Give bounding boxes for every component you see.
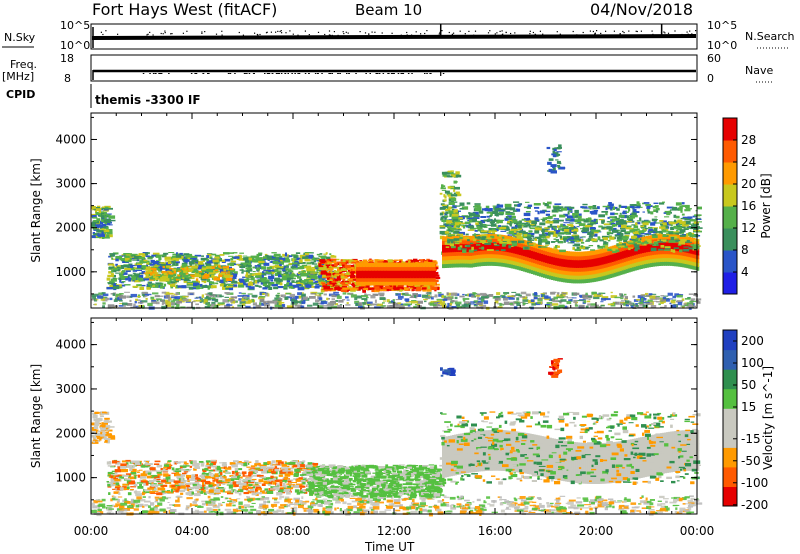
time-tick-label: 00:00 <box>74 524 109 538</box>
power-x-ticks <box>90 113 698 308</box>
nsky-tick-right-bottom: 10^0 <box>707 39 737 52</box>
range-tick-label: 3000 <box>55 177 86 191</box>
colorbar-tick-label: -15 <box>741 432 761 446</box>
velocity-y-axis: 1000 2000 3000 4000 <box>55 321 697 501</box>
nave-label: Nave <box>745 64 773 77</box>
colorbar-segment <box>723 162 737 185</box>
velocity-heatmap-field <box>91 318 703 517</box>
nsky-trace <box>91 24 697 48</box>
colorbar-segment <box>723 118 737 141</box>
colorbar-segment <box>723 388 737 409</box>
colorbar-tick-label: 200 <box>741 334 764 348</box>
range-tick-label: 1000 <box>55 265 86 279</box>
colorbar-tick-label: 12 <box>741 221 756 235</box>
time-tick-label: 08:00 <box>276 524 311 538</box>
velocity-y-axis-label: Slant Range [km] <box>29 364 43 468</box>
range-tick-label: 2000 <box>55 221 86 235</box>
colorbar-segment <box>723 184 737 207</box>
colorbar-segment <box>723 330 737 351</box>
cpid-label: CPID <box>6 88 35 101</box>
colorbar-segment <box>723 486 737 507</box>
colorbar-segment <box>723 349 737 370</box>
power-y-axis: 1000 2000 3000 4000 <box>55 116 697 295</box>
time-tick-label: 12:00 <box>377 524 412 538</box>
range-tick-label: 1000 <box>55 471 86 485</box>
time-tick-label: 04:00 <box>175 524 210 538</box>
velocity-colorbar-label: Velocity [m s^-1] <box>761 366 775 470</box>
time-tick-label: 00:00 <box>680 524 715 538</box>
freq-trace <box>92 69 696 80</box>
colorbar-segment <box>723 228 737 251</box>
colorbar-tick-label: 24 <box>741 155 756 169</box>
time-axis-label: Time UT <box>364 540 415 554</box>
colorbar-tick-label: -100 <box>741 476 768 490</box>
colorbar-segment <box>723 206 737 229</box>
freq-tick-right-top: 60 <box>707 52 721 65</box>
colorbar-segment <box>723 250 737 273</box>
freq-tick-left-bottom: 8 <box>64 72 71 85</box>
station-title: Fort Hays West (fitACF) <box>92 0 277 19</box>
nsky-strip-frame <box>90 23 698 50</box>
colorbar-tick-label: 50 <box>741 378 756 392</box>
time-tick-label: 20:00 <box>579 524 614 538</box>
power-y-axis-label: Slant Range [km] <box>29 158 43 262</box>
date-title: 04/Nov/2018 <box>590 0 693 19</box>
colorbar-tick-label: 4 <box>741 265 749 279</box>
colorbar-segment <box>723 272 737 295</box>
nsearch-label: N.Search <box>745 30 795 43</box>
range-tick-label: 3000 <box>55 382 86 396</box>
colorbar-segment <box>723 408 737 429</box>
nsky-tick-right-top: 10^5 <box>707 19 737 32</box>
colorbar-tick-label: 20 <box>741 177 756 191</box>
freq-unit-label: [MHz] <box>2 70 34 83</box>
range-tick-label: 4000 <box>55 132 86 146</box>
colorbar-tick-label: 100 <box>741 356 764 370</box>
colorbar-tick-label: 8 <box>741 243 749 257</box>
colorbar-segment <box>723 140 737 163</box>
colorbar-tick-label: 15 <box>741 400 756 414</box>
power-heatmap-field <box>91 113 703 310</box>
beam-title: Beam 10 <box>355 1 422 19</box>
range-tick-label: 2000 <box>55 426 86 440</box>
nsky-tick-left-top: 10^5 <box>60 19 90 32</box>
freq-tick-left-top: 18 <box>60 52 74 65</box>
colorbar-segment <box>723 447 737 468</box>
velocity-colorbar: 200 100 50 15 -15 -50 -100 -200 <box>722 329 768 512</box>
velocity-x-ticks <box>90 318 698 514</box>
time-tick-label: 16:00 <box>478 524 513 538</box>
colorbar-segment <box>723 466 737 487</box>
colorbar-segment <box>723 427 737 448</box>
time-tick-labels: 00:00 04:00 08:00 12:00 16:00 20:00 00:00 <box>74 524 715 538</box>
colorbar-tick-label: 28 <box>741 133 756 147</box>
nsky-tick-left-bottom: 10^0 <box>60 39 90 52</box>
cpid-value: themis -3300 IF <box>95 93 201 107</box>
power-colorbar-label: Power [dB] <box>759 173 773 238</box>
colorbar-segment <box>723 369 737 390</box>
range-tick-label: 4000 <box>55 338 86 352</box>
colorbar-tick-label: -200 <box>741 498 768 512</box>
power-colorbar: 4 8 12 16 20 24 28 <box>722 117 756 295</box>
freq-label: Freq. <box>10 58 37 71</box>
colorbar-tick-label: -50 <box>741 454 761 468</box>
freq-tick-right-bottom: 0 <box>707 72 714 85</box>
nsky-label: N.Sky <box>4 31 36 44</box>
freq-strip-frame <box>90 54 698 82</box>
colorbar-tick-label: 16 <box>741 199 756 213</box>
